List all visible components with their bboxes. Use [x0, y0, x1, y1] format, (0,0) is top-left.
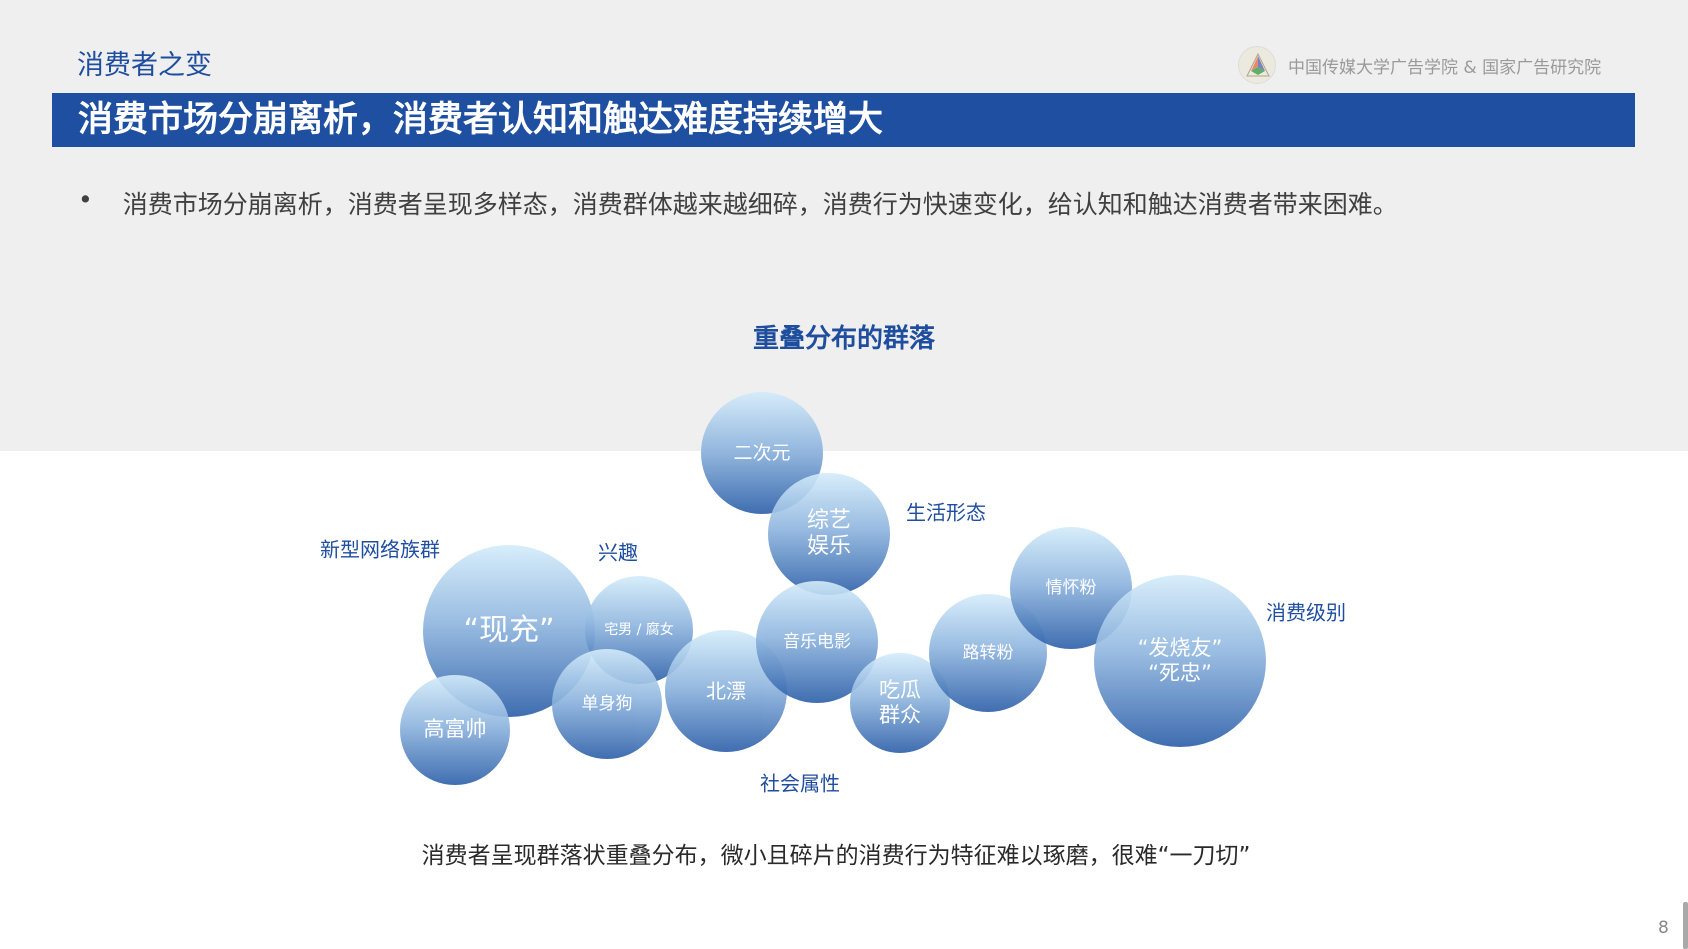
page-number: 8 [1658, 918, 1669, 938]
section-title: 消费者之变 [77, 50, 212, 81]
bubble-label: 二次元 [733, 441, 791, 464]
diagram-caption: 消费者呈现群落状重叠分布，微小且碎片的消费行为特征难以琢磨，很难“一刀切” [421, 843, 1251, 869]
bubble-label: 路转粉 [962, 642, 1014, 663]
bubble-label: 音乐电影 [783, 631, 851, 652]
category-label: 消费级别 [1266, 600, 1346, 625]
bubble-label: “现充” [463, 613, 555, 648]
bubble-6: 单身狗 [552, 649, 662, 759]
bubble-12: “发烧友” “死忠” [1094, 575, 1266, 747]
category-label: 新型网络族群 [320, 537, 440, 562]
header-background [0, 0, 1688, 451]
bullet-text: 消费市场分崩离析，消费者呈现多样态，消费群体越来越细碎，消费行为快速变化，给认知… [122, 190, 1398, 219]
bubble-label: “发烧友” “死忠” [1137, 635, 1223, 685]
bubble-label: 高富帅 [423, 717, 487, 742]
bullet-point: • 消费市场分崩离析，消费者呈现多样态，消费群体越来越细碎，消费行为快速变化，给… [78, 185, 1398, 221]
bubble-label: 北漂 [706, 679, 746, 703]
organization: 中国传媒大学广告学院 & 国家广告研究院 [1238, 46, 1601, 84]
bubble-2: 综艺 娱乐 [768, 473, 890, 595]
bullet-marker: • [78, 185, 93, 214]
bubble-label: 宅男 / 腐女 [604, 621, 674, 638]
bubble-label: 单身狗 [581, 693, 633, 714]
diagram-title: 重叠分布的群落 [752, 324, 935, 354]
bubble-5: 高富帅 [400, 675, 510, 785]
category-label: 生活形态 [906, 500, 986, 525]
bubble-label: 情怀粉 [1045, 577, 1097, 598]
logo-icon [1238, 46, 1276, 84]
page-title: 消费市场分崩离析，消费者认知和触达难度持续增大 [52, 93, 1635, 147]
bubble-label: 综艺 娱乐 [806, 507, 851, 559]
bubble-label: 吃瓜 群众 [879, 677, 921, 727]
scrollbar[interactable] [1683, 902, 1688, 949]
category-label: 兴趣 [598, 540, 638, 565]
category-label: 社会属性 [760, 771, 840, 796]
organization-name: 中国传媒大学广告学院 & 国家广告研究院 [1288, 57, 1602, 78]
